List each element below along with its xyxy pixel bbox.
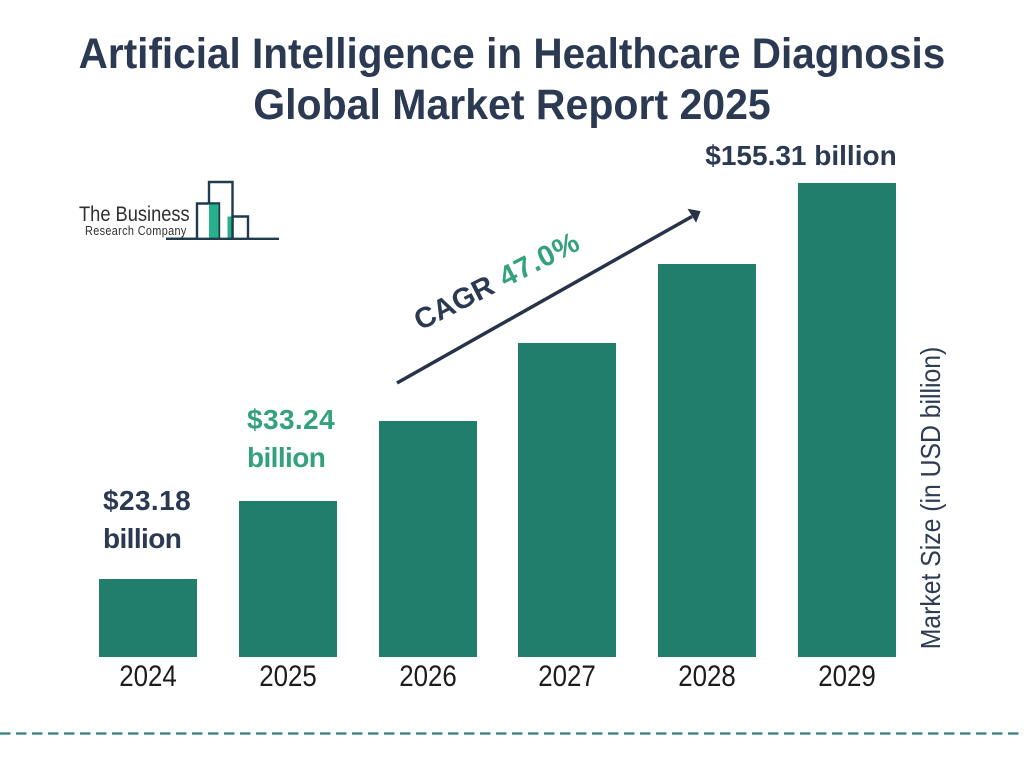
- value-label-2025: $33.24 billion: [247, 401, 335, 477]
- value-label-2025-line2: billion: [247, 441, 326, 473]
- x-axis-label-2026: 2026: [398, 659, 457, 693]
- value-label-2024: $23.18 billion: [103, 482, 191, 558]
- x-axis-label-2025: 2025: [258, 659, 317, 693]
- value-label-2024-line1: $23.18: [103, 484, 192, 516]
- bar-2025: [238, 501, 337, 657]
- bar-2024: [99, 579, 197, 657]
- bar-2028: [658, 264, 757, 657]
- value-label-2024-line2: billion: [103, 522, 182, 554]
- title-line-2: Global Market Report 2025: [253, 80, 771, 129]
- x-axis-label-2028: 2028: [678, 659, 736, 693]
- value-label-2029: $155.31 billion: [705, 139, 897, 171]
- title-line-1: Artificial Intelligence in Healthcare Di…: [78, 30, 946, 79]
- bar-2026: [378, 421, 477, 657]
- x-axis-label-2024: 2024: [119, 659, 177, 693]
- x-axis-label-2029: 2029: [818, 659, 876, 693]
- logo-bars-icon: [166, 180, 279, 241]
- x-axis-label-2027: 2027: [538, 659, 597, 693]
- logo-company-subtitle: Research Company: [85, 223, 187, 238]
- bar-2027: [518, 343, 617, 657]
- bar-2029: [798, 183, 896, 657]
- company-logo: The Business Research Company: [0, 0, 300, 260]
- page-title: Artificial Intelligence in Healthcare Di…: [0, 29, 1024, 130]
- logo-company-name: The Business: [79, 203, 190, 227]
- value-label-2025-line1: $33.24: [247, 403, 336, 435]
